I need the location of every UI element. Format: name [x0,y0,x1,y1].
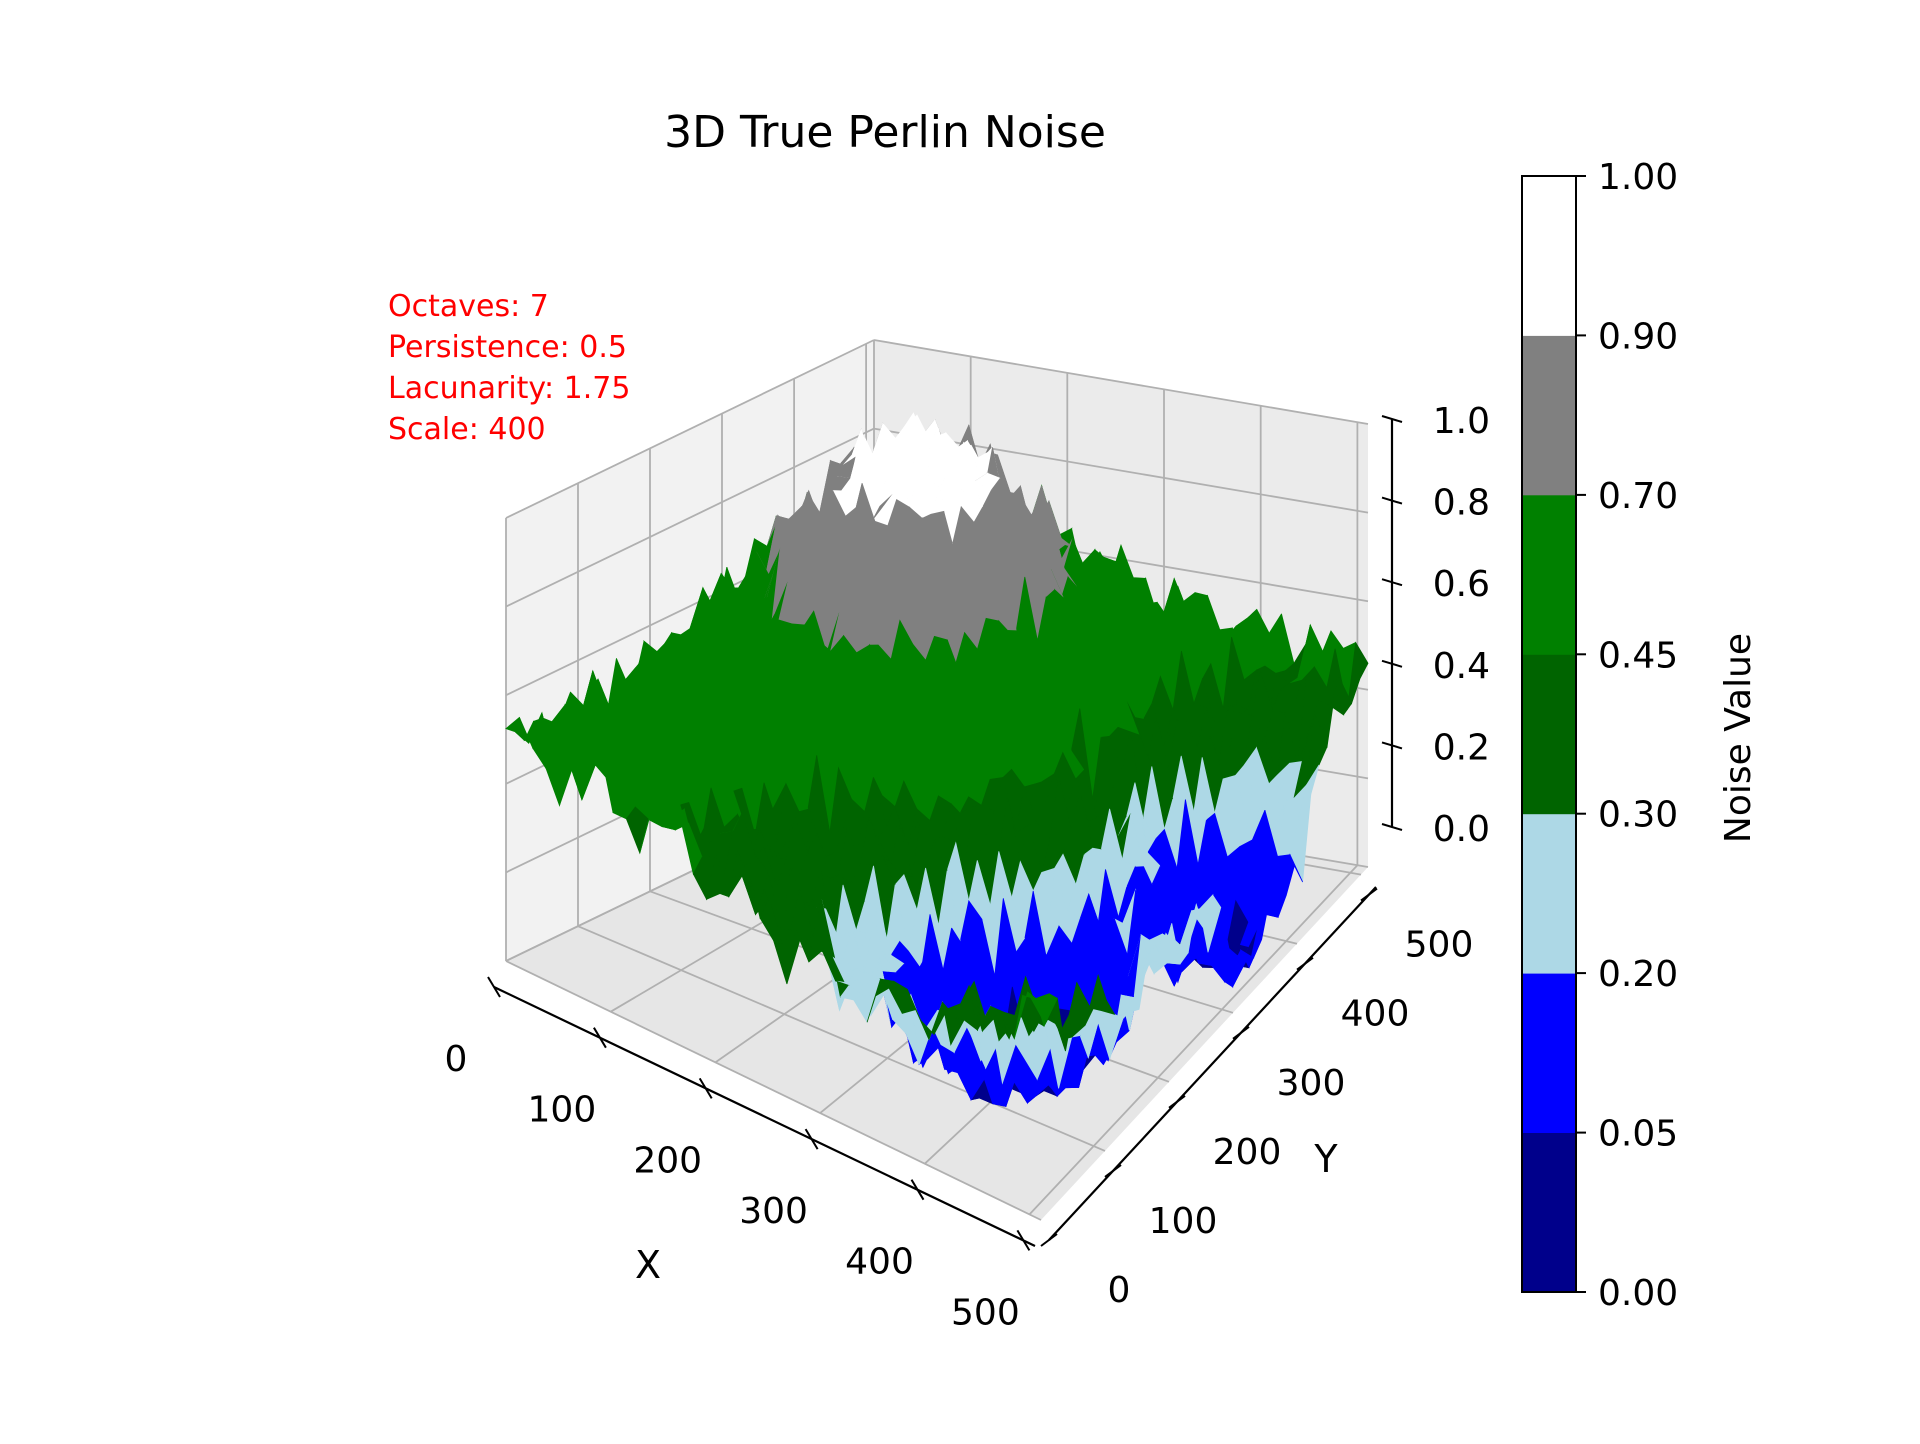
y-tick-mark [1296,956,1314,971]
x-axis-label: X [635,1243,661,1287]
annotation-persistence: Persistence: 0.5 [388,330,627,365]
z-tick-label: 0.2 [1433,727,1490,768]
y-axis-line [1048,886,1377,1241]
colorbar-segment [1522,494,1576,655]
colorbar-label: Noise Value [1718,633,1759,843]
surface-mesh [505,412,1369,1107]
grid-left-z [505,427,875,608]
colorbar-segment [1522,973,1576,1133]
x-tick-label: 200 [633,1140,702,1181]
y-tick-mark [1104,1164,1122,1178]
colorbar-tick-label: 0.00 [1598,1273,1678,1314]
annotation-octaves: Octaves: 7 [388,289,549,324]
grid-floor-x [1028,864,1359,1216]
x-tick-mark [593,1027,607,1049]
parameter-annotation: Octaves: 7 Persistence: 0.5 Lacunarity: … [388,289,630,447]
x-tick-mark [698,1077,713,1099]
x-tick-mark [1016,1229,1031,1251]
y-tick-mark [1040,1233,1058,1247]
colorbar-tick-label: 1.00 [1598,157,1678,198]
y-tick-mark [1232,1026,1250,1040]
y-tick-label: 500 [1405,925,1474,966]
grid-back-z [873,427,1369,514]
grid-floor-y [505,960,1042,1221]
annotation-scale: Scale: 400 [388,412,546,447]
x-tick-label: 500 [951,1292,1020,1333]
z-tick-mark [1381,578,1403,587]
colorbar-segment [1522,176,1576,336]
x-tick-label: 400 [845,1242,914,1283]
z-tick-label: 0.6 [1433,564,1490,605]
colorbar-tick-label: 0.70 [1598,476,1678,517]
surface-face [1027,991,1050,1018]
z-tick-mark [1381,659,1403,668]
colorbar: 0.00 0.05 0.20 0.30 0.45 0.70 0.90 1.00 [1521,157,1678,1314]
colorbar-tick-label: 0.90 [1598,316,1678,357]
z-tick-mark [1381,823,1403,831]
y-tick-label: 200 [1213,1132,1282,1173]
z-tick-label: 1.0 [1433,401,1490,442]
axes-lines [493,419,1394,1247]
z-tick-label: 0.4 [1433,646,1490,687]
z-tick-mark [1381,415,1403,423]
colorbar-tick-label: 0.45 [1598,635,1678,676]
x-tick-label: 0 [445,1039,468,1080]
grid-back-z [873,339,1369,425]
z-tick-mark [1381,496,1403,505]
colorbar-outline [1521,175,1577,1293]
annotation-lacunarity: Lacunarity: 1.75 [388,371,630,406]
colorbar-tick-label: 0.05 [1598,1114,1678,1155]
x-tick-label: 300 [739,1191,808,1232]
colorbar-tick-label: 0.20 [1598,954,1678,995]
x-tick-mark [804,1128,819,1150]
grid-floor-y [577,925,1106,1152]
colorbar-segment [1522,813,1576,974]
colorbar-segment [1522,335,1576,496]
axis-tick-labels: 0 100 200 300 400 500 0 100 200 300 400 500 0.0 0.2 0.… [445,401,1490,1333]
z-tick-label: 0.8 [1433,483,1490,524]
y-tick-mark [1168,1095,1186,1109]
y-tick-mark [1360,887,1378,902]
colorbar-tick-label: 0.30 [1598,795,1678,836]
x-tick-mark [487,976,501,998]
z-tick-label: 0.0 [1433,809,1490,850]
y-tick-label: 400 [1341,994,1410,1035]
x-tick-mark [910,1179,925,1201]
y-tick-label: 100 [1149,1201,1218,1242]
y-axis-label: Y [1313,1137,1338,1181]
chart-title: 3D True Perlin Noise [664,107,1106,158]
y-tick-label: 0 [1108,1270,1131,1311]
z-tick-mark [1381,741,1403,750]
x-tick-label: 100 [528,1090,597,1131]
colorbar-segment [1522,1132,1576,1293]
y-tick-label: 300 [1277,1063,1346,1104]
colorbar-segment [1522,654,1576,815]
grid-left-z [505,339,875,519]
x-axis-line [493,986,1036,1247]
